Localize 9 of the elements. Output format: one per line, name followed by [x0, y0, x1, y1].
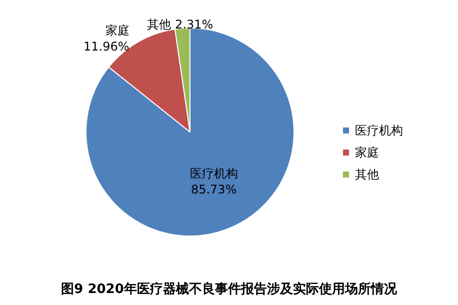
- legend-label: 家庭: [355, 146, 379, 160]
- legend-label: 其他: [355, 168, 379, 182]
- text: 图9 2020年医疗器械不良事件报告涉及实际使用场所情况: [61, 281, 398, 297]
- slice-label: 家庭: [105, 23, 130, 38]
- category-label: 其他 2.31%: [147, 17, 214, 32]
- legend-label: 医疗机构: [355, 124, 403, 138]
- slice-label: 医疗机构: [190, 166, 238, 181]
- data-label: 11.96%: [83, 39, 130, 54]
- data-label: 85.73%: [190, 182, 237, 197]
